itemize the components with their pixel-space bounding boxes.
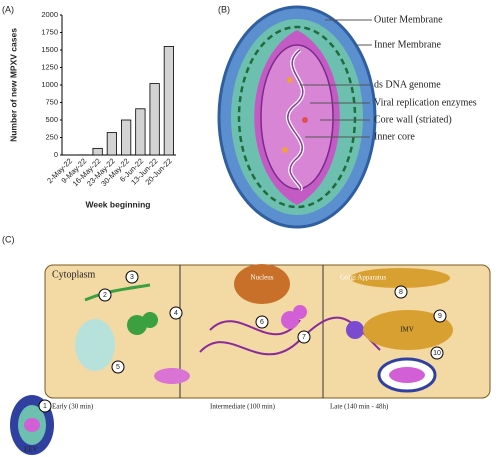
bar — [163, 46, 174, 156]
y-tick-label: 2000 — [41, 10, 58, 19]
virion — [217, 5, 377, 229]
step-number: 4 — [174, 310, 178, 317]
step-marker — [38, 399, 52, 413]
y-tick-label: 500 — [45, 115, 58, 124]
cytoplasm-label: Cytoplasm — [52, 269, 96, 280]
step-marker — [125, 270, 139, 284]
x-axis-label: Week beginning — [85, 199, 150, 209]
step-marker — [255, 315, 269, 329]
bar — [149, 83, 160, 156]
annotation: Inner core — [374, 131, 415, 142]
y-tick-label: 1000 — [41, 80, 58, 89]
bar — [106, 132, 117, 156]
phase-label: Early (30 min) — [52, 403, 94, 411]
step-number: 8 — [399, 289, 403, 296]
bar — [121, 119, 132, 156]
nucleus-label: Nucleus — [251, 274, 274, 282]
step-marker — [394, 285, 408, 299]
annotation: Core wall (striated) — [374, 114, 452, 125]
step-number: 5 — [116, 364, 120, 371]
step-number: 6 — [260, 319, 264, 326]
y-tick-label: 250 — [45, 132, 58, 141]
step-number: 9 — [438, 313, 442, 320]
step-number: 3 — [130, 274, 134, 281]
annotation: Inner Membrane — [374, 39, 441, 50]
golgi-label: Golgi Apparatus — [340, 274, 386, 282]
y-tick-label: 1500 — [41, 45, 58, 54]
step-number: 7 — [302, 334, 306, 341]
bar — [92, 147, 103, 156]
y-axis-label: Number of new MPXV cases — [8, 28, 18, 142]
bar — [135, 108, 146, 156]
phase-label: Late (140 min - 48h) — [330, 403, 389, 411]
annotation: Outer Membrane — [374, 14, 443, 25]
y-tick-label: 0 — [54, 150, 58, 159]
annotation: Viral replication enzymes — [374, 97, 477, 108]
step-marker — [169, 306, 183, 320]
panel-label: (A) — [2, 4, 14, 14]
imv-label: IMV — [400, 326, 414, 334]
step-marker — [297, 330, 311, 344]
eev-label: EEV — [24, 446, 38, 454]
panel-label: (B) — [218, 4, 230, 14]
y-tick-label: 1250 — [41, 62, 58, 71]
phase-label: Intermediate (100 min) — [210, 403, 276, 411]
step-number: 10 — [433, 350, 441, 357]
cell-diagram — [10, 264, 491, 455]
step-marker — [430, 346, 444, 360]
step-marker — [111, 360, 125, 374]
step-number: 2 — [103, 292, 107, 299]
annotation: ds DNA genome — [374, 79, 441, 90]
panel-label: (C) — [2, 234, 15, 244]
step-marker — [433, 309, 447, 323]
step-number: 1 — [43, 403, 47, 410]
step-marker — [98, 288, 112, 302]
y-tick-label: 750 — [45, 97, 58, 106]
y-tick-label: 1750 — [41, 27, 58, 36]
